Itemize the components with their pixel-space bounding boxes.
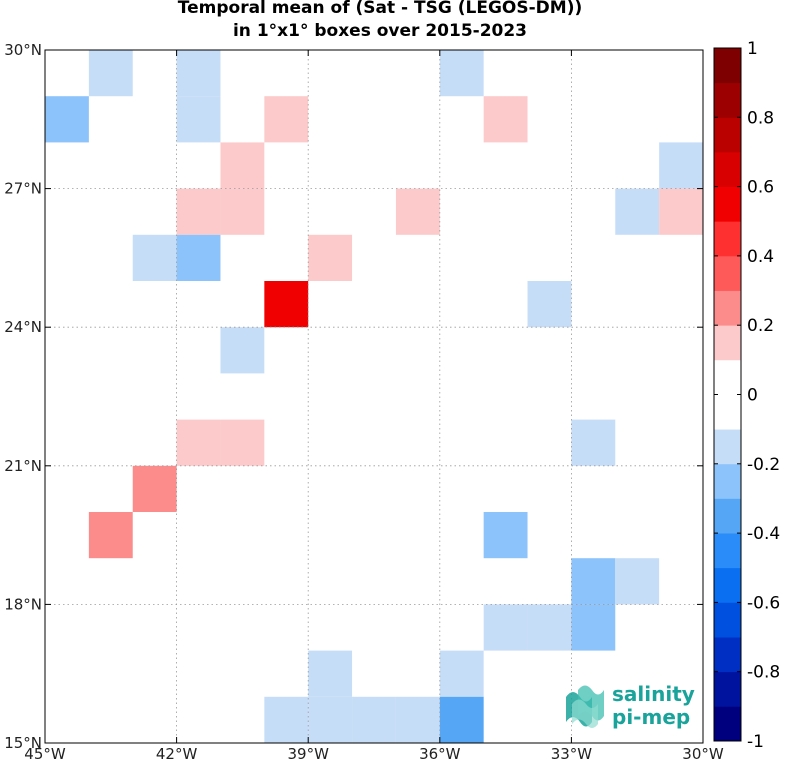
heatmap-cell-29 bbox=[527, 604, 572, 651]
heatmap-cell-3 bbox=[45, 96, 89, 143]
heatmap-cell-20 bbox=[176, 419, 221, 466]
logo-text-line1: salinity bbox=[612, 682, 695, 706]
heatmap-cell-8 bbox=[659, 142, 703, 189]
x-tick-label-2: 39°W bbox=[287, 745, 329, 763]
colorbar-segment-3 bbox=[714, 602, 741, 638]
heatmap-cell-32 bbox=[439, 650, 484, 697]
heatmap-cell-5 bbox=[264, 96, 309, 143]
heatmap-cell-16 bbox=[308, 234, 353, 281]
heatmap-cell-17 bbox=[264, 281, 309, 328]
x-tick-label-1: 42°W bbox=[156, 745, 198, 763]
colorbar-tick-label-4: 0.2 bbox=[747, 316, 774, 336]
heatmap-cell-35 bbox=[352, 696, 396, 743]
colorbar-segment-11 bbox=[714, 325, 741, 361]
colorbar-segment-4 bbox=[714, 567, 741, 603]
colorbar-segment-10 bbox=[714, 359, 741, 395]
y-tick-label-4: 27°N bbox=[4, 180, 42, 198]
heatmap-cell-13 bbox=[659, 188, 703, 235]
colorbar-tick-label-6: -0.2 bbox=[747, 455, 780, 475]
colorbar-segment-7 bbox=[714, 463, 741, 499]
colorbar-segment-18 bbox=[714, 82, 741, 118]
heatmap-cell-15 bbox=[176, 234, 221, 281]
colorbar-tick-label-9: -0.8 bbox=[747, 663, 780, 683]
colorbar-segment-1 bbox=[714, 671, 741, 707]
colorbar-segment-5 bbox=[714, 533, 741, 569]
y-tick-label-5: 30°N bbox=[4, 41, 42, 59]
x-tick-label-0: 45°W bbox=[24, 745, 66, 763]
heatmap-cell-30 bbox=[571, 604, 616, 651]
heatmap-cell-19 bbox=[220, 327, 265, 374]
heatmap-cell-12 bbox=[615, 188, 660, 235]
y-tick-label-3: 24°N bbox=[4, 318, 42, 336]
colorbar-segment-8 bbox=[714, 429, 741, 465]
heatmap-cell-23 bbox=[132, 465, 177, 512]
y-tick-label-0: 15°N bbox=[4, 734, 42, 752]
colorbar-tick-label-0: 1 bbox=[747, 39, 758, 59]
colorbar: 1 0.8 0.6 0.4 0.2 0 -0.2 -0.4 -0.6 -0.8 -1 bbox=[713, 39, 780, 752]
heatmap-cell-10 bbox=[220, 188, 265, 235]
heatmap-cells bbox=[45, 50, 703, 743]
heatmap-cell-6 bbox=[483, 96, 528, 143]
y-tick-label-2: 21°N bbox=[4, 457, 42, 475]
plot-frame bbox=[44, 49, 704, 744]
colorbar-segment-0 bbox=[714, 706, 741, 742]
x-tick-label-3: 36°W bbox=[419, 745, 461, 763]
heatmap-cell-14 bbox=[132, 234, 177, 281]
colorbar-tick-label-3: 0.4 bbox=[747, 247, 774, 267]
colorbar-segment-19 bbox=[714, 48, 741, 84]
colorbar-segment-16 bbox=[714, 151, 741, 187]
chart-subtitle: in 1°x1° boxes over 2015-2023 bbox=[232, 21, 528, 41]
colorbar-segment-17 bbox=[714, 117, 741, 153]
axes: 45°W 42°W 39°W 36°W 33°W 30°W 15°N 18°N 21°N 24°N… bbox=[4, 41, 724, 763]
heatmap-cell-4 bbox=[176, 96, 221, 143]
heatmap-cell-31 bbox=[308, 650, 353, 697]
colorbar-tick-label-10: -1 bbox=[747, 732, 764, 752]
salinity-pi-mep-logo: salinity pi-mep bbox=[566, 682, 695, 729]
heatmap-cell-36 bbox=[395, 696, 440, 743]
heatmap-cell-0 bbox=[88, 50, 133, 97]
x-tick-label-5: 30°W bbox=[682, 745, 724, 763]
logo-text-line2: pi-mep bbox=[612, 705, 690, 729]
heatmap-cell-37 bbox=[439, 696, 484, 743]
heatmap-cell-25 bbox=[483, 512, 528, 559]
heatmap-cell-22 bbox=[571, 419, 616, 466]
colorbar-segment-6 bbox=[714, 498, 741, 534]
y-tick-label-1: 18°N bbox=[4, 595, 42, 613]
colorbar-tick-label-2: 0.6 bbox=[747, 178, 774, 198]
logo-waves-icon bbox=[566, 685, 604, 728]
colorbar-segment-15 bbox=[714, 186, 741, 222]
colorbar-segment-2 bbox=[714, 637, 741, 673]
colorbar-segment-12 bbox=[714, 290, 741, 326]
x-tick-label-4: 33°W bbox=[551, 745, 593, 763]
heatmap-cell-27 bbox=[615, 558, 660, 605]
heatmap-cell-26 bbox=[571, 558, 616, 605]
heatmap-cell-28 bbox=[483, 604, 528, 651]
chart-title: Temporal mean of (Sat - TSG (LEGOS-DM)) bbox=[177, 0, 583, 18]
colorbar-tick-label-5: 0 bbox=[747, 386, 758, 406]
heatmap-cell-1 bbox=[176, 50, 221, 97]
colorbar-tick-label-8: -0.6 bbox=[747, 593, 780, 613]
heatmap-cell-7 bbox=[220, 142, 265, 189]
colorbar-tick-label-1: 0.8 bbox=[747, 108, 774, 128]
heatmap-cell-11 bbox=[395, 188, 440, 235]
heatmap-cell-9 bbox=[176, 188, 221, 235]
heatmap-cell-34 bbox=[308, 696, 353, 743]
heatmap-cell-24 bbox=[88, 512, 133, 559]
heatmap-cell-18 bbox=[527, 281, 572, 328]
heatmap-cell-2 bbox=[439, 50, 484, 97]
colorbar-tick-label-7: -0.4 bbox=[747, 524, 780, 544]
heatmap-cell-33 bbox=[264, 696, 309, 743]
colorbar-segment-9 bbox=[714, 394, 741, 430]
gridlines bbox=[45, 50, 703, 743]
colorbar-segment-14 bbox=[714, 221, 741, 257]
colorbar-segment-13 bbox=[714, 255, 741, 291]
heatmap-cell-21 bbox=[220, 419, 265, 466]
